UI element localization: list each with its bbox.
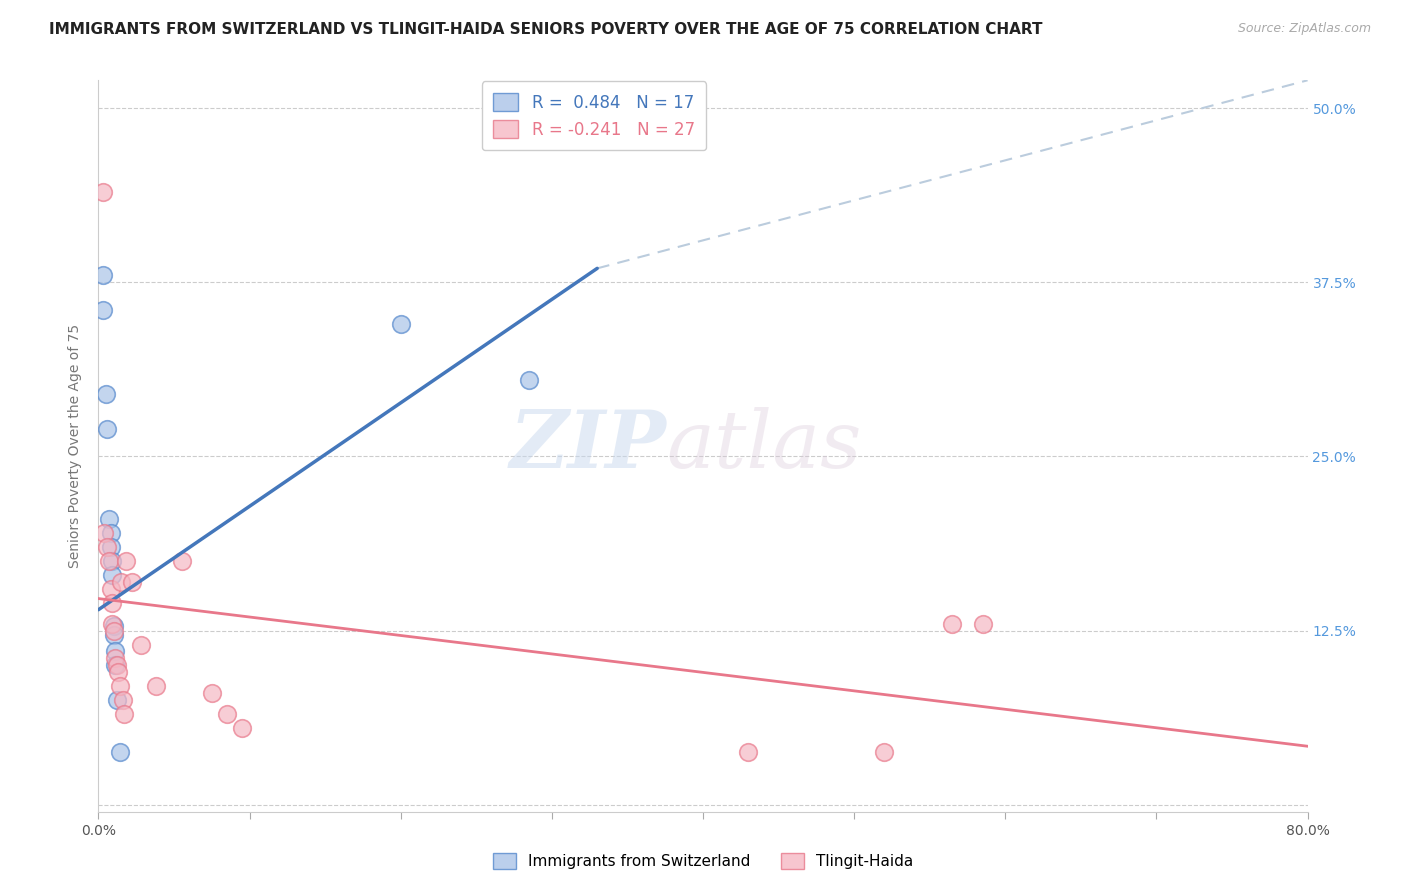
Text: ZIP: ZIP <box>510 408 666 484</box>
Point <box>103 624 125 638</box>
Point <box>100 582 122 596</box>
Point <box>91 185 114 199</box>
Point <box>104 658 127 673</box>
Point <box>110 574 132 589</box>
Point <box>129 638 152 652</box>
Point <box>94 386 117 401</box>
Legend: R =  0.484   N = 17, R = -0.241   N = 27: R = 0.484 N = 17, R = -0.241 N = 27 <box>482 81 706 150</box>
Point <box>972 616 994 631</box>
Point <box>101 554 124 568</box>
Point <box>114 554 136 568</box>
Point <box>941 616 963 631</box>
Point <box>111 693 134 707</box>
Point <box>101 567 124 582</box>
Point <box>96 421 118 435</box>
Point <box>737 745 759 759</box>
Point <box>91 303 114 318</box>
Point <box>93 526 115 541</box>
Point <box>104 644 127 658</box>
Point <box>215 707 238 722</box>
Y-axis label: Seniors Poverty Over the Age of 75: Seniors Poverty Over the Age of 75 <box>69 324 83 568</box>
Text: IMMIGRANTS FROM SWITZERLAND VS TLINGIT-HAIDA SENIORS POVERTY OVER THE AGE OF 75 : IMMIGRANTS FROM SWITZERLAND VS TLINGIT-H… <box>49 22 1043 37</box>
Point <box>231 721 253 735</box>
Point <box>121 574 143 589</box>
Point <box>101 596 124 610</box>
Point <box>98 512 121 526</box>
Point <box>91 268 114 283</box>
Point <box>101 616 124 631</box>
Legend: Immigrants from Switzerland, Tlingit-Haida: Immigrants from Switzerland, Tlingit-Hai… <box>486 847 920 875</box>
Point <box>105 658 128 673</box>
Point <box>100 540 122 554</box>
Point <box>103 628 125 642</box>
Text: atlas: atlas <box>666 408 862 484</box>
Point <box>96 540 118 554</box>
Point <box>107 665 129 680</box>
Point <box>145 679 167 693</box>
Point <box>389 317 412 331</box>
Point <box>100 526 122 541</box>
Point <box>108 745 131 759</box>
Point <box>112 707 135 722</box>
Text: Source: ZipAtlas.com: Source: ZipAtlas.com <box>1237 22 1371 36</box>
Point <box>108 679 131 693</box>
Point <box>201 686 224 700</box>
Point <box>873 745 896 759</box>
Point <box>105 693 128 707</box>
Point <box>104 651 127 665</box>
Point <box>98 554 121 568</box>
Point <box>103 619 125 633</box>
Point <box>170 554 193 568</box>
Point <box>517 373 540 387</box>
